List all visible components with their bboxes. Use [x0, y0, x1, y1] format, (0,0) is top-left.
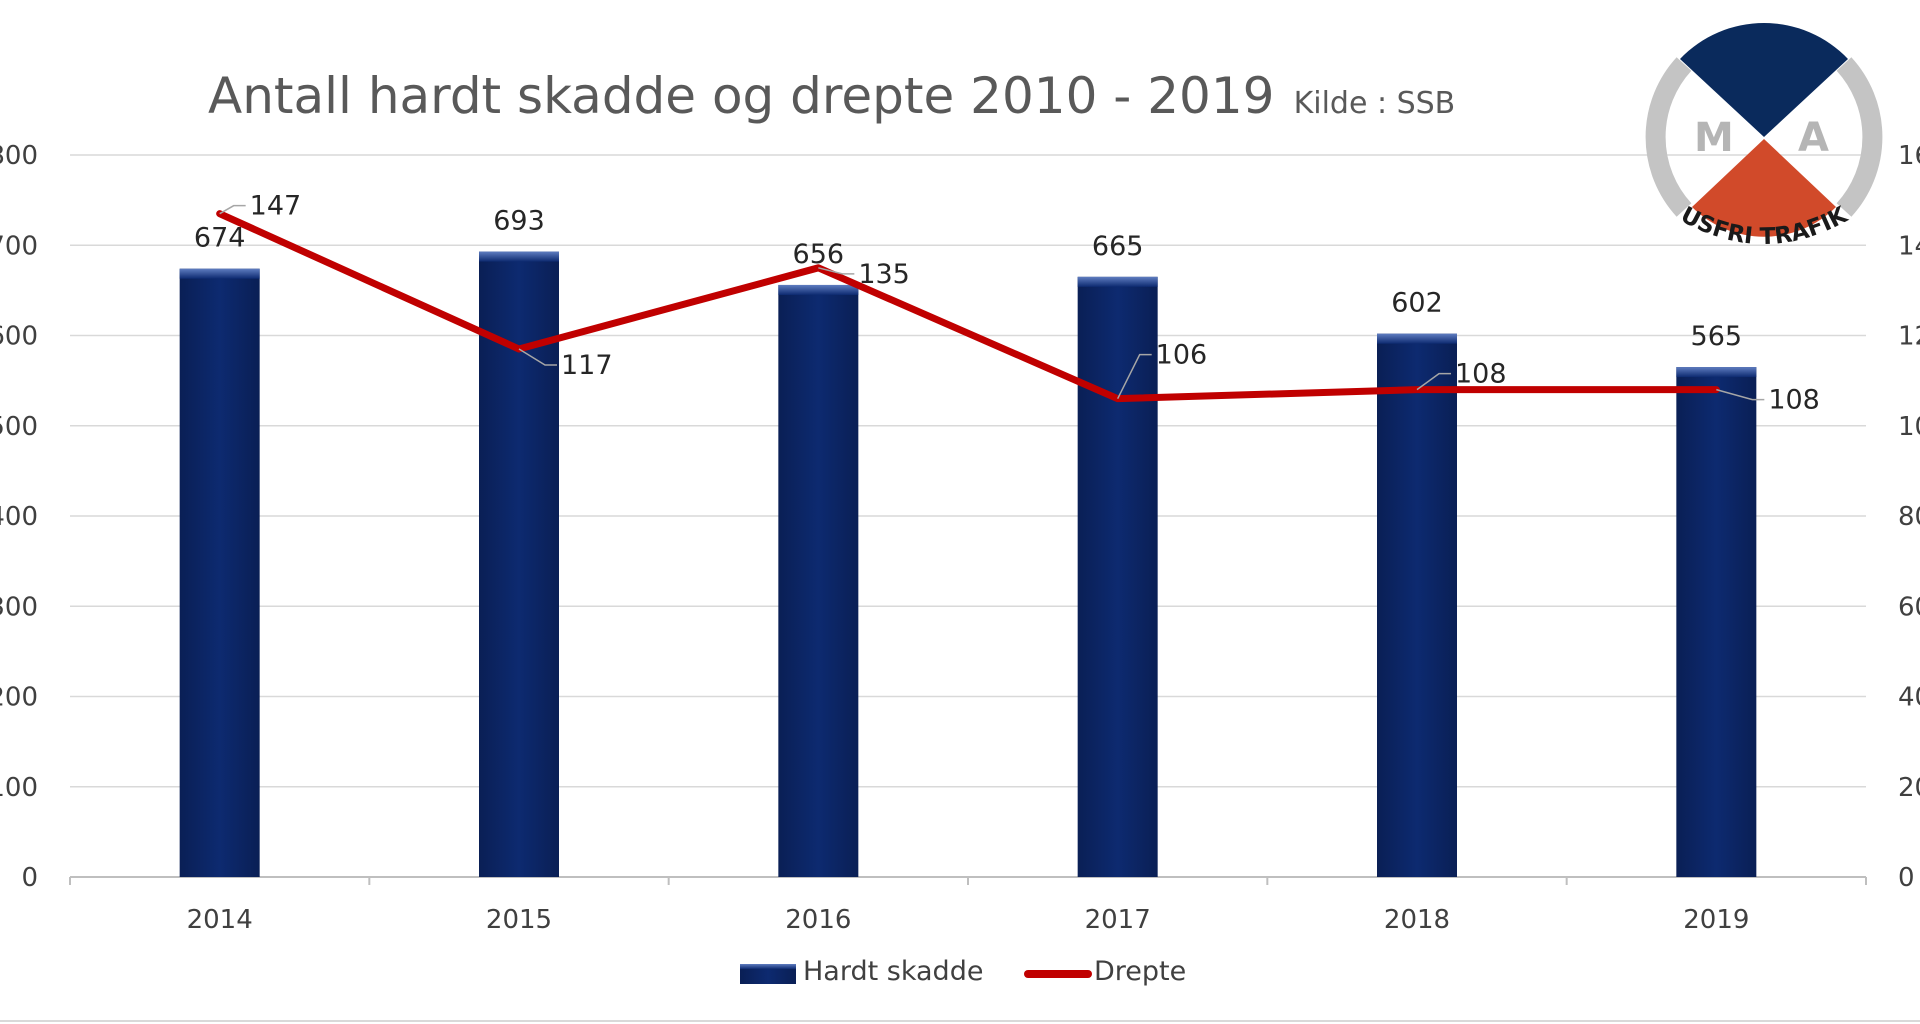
- bar: [1077, 276, 1158, 877]
- y-right-tick-label: 60: [1898, 592, 1920, 622]
- bar: [1377, 333, 1457, 877]
- bar: [1676, 367, 1757, 877]
- y-left-tick-label: 0: [21, 863, 38, 893]
- logo-letter-a: A: [1798, 115, 1829, 161]
- chart-subtitle: Kilde : SSB: [1294, 86, 1456, 121]
- chart-title: Antall hardt skadde og drepte 2010 - 201…: [208, 67, 1274, 125]
- leader-line: [1416, 372, 1451, 391]
- y-left-tick-label: 500: [0, 412, 38, 442]
- logo-ring-left: [1645, 57, 1692, 217]
- y-right-tick-label: 40: [1898, 683, 1920, 713]
- logo-bottom-sector: [1692, 139, 1836, 237]
- line-value-label: 117: [561, 350, 613, 381]
- legend-label-bar: Hardt skadde: [803, 956, 983, 987]
- bar-value-label: 665: [1092, 231, 1144, 262]
- bar: [479, 251, 559, 877]
- x-tick-label: 2017: [1085, 905, 1151, 935]
- y-right-tick-label: 20: [1898, 773, 1920, 803]
- bar-value-label: 602: [1391, 288, 1443, 319]
- y-left-tick-label: 100: [0, 773, 38, 803]
- drepte-line: [216, 210, 1720, 403]
- bar-value-label: 565: [1691, 321, 1743, 352]
- y-left-tick-label: 300: [0, 592, 38, 622]
- leader-line: [1716, 388, 1765, 401]
- y-left-tick-label: 200: [0, 683, 38, 713]
- x-tick-label: 2014: [187, 905, 253, 935]
- x-tick-label: 2019: [1683, 905, 1749, 935]
- bar-highlight: [1676, 367, 1757, 378]
- leader-line: [1116, 353, 1152, 400]
- y-left-tick-label: 700: [0, 231, 38, 261]
- x-tick-label: 2018: [1384, 905, 1450, 935]
- bar-highlight: [778, 284, 859, 295]
- bar: [778, 284, 859, 878]
- legend: Hardt skadde Drepte: [740, 956, 1186, 987]
- y-right-tick-label: 100: [1898, 412, 1920, 442]
- line-value-label: 108: [1455, 359, 1507, 390]
- y-right-tick-label: 140: [1898, 231, 1920, 261]
- gridlines: [70, 154, 1866, 788]
- y-right-tick-label: 80: [1898, 502, 1920, 532]
- leader-line: [219, 204, 246, 215]
- line-value-label: 147: [250, 191, 302, 222]
- logo-top-sector: [1680, 23, 1848, 137]
- line-value-label: 135: [858, 259, 910, 290]
- legend-label-line: Drepte: [1094, 956, 1186, 987]
- y-left-tick-label: 600: [0, 322, 38, 352]
- y-left-tick-label: 400: [0, 502, 38, 532]
- bar-series: [179, 251, 1757, 878]
- legend-swatch-bar-top: [740, 964, 796, 969]
- y-right-tick-label: 0: [1898, 863, 1915, 893]
- bar-value-label: 656: [793, 239, 845, 270]
- bar-value-label: 674: [194, 223, 246, 254]
- bar-highlight: [1077, 276, 1158, 287]
- bar-highlight: [479, 251, 559, 262]
- bar-value-label: 693: [493, 206, 545, 237]
- logo-ring-right: [1836, 57, 1883, 217]
- bar-highlight: [1377, 333, 1457, 344]
- x-tick-label: 2015: [486, 905, 552, 935]
- bar-highlight: [179, 268, 260, 279]
- y-right-tick-label: 120: [1898, 322, 1920, 352]
- logo-letter-m: M: [1694, 115, 1734, 161]
- y-left-tick-label: 800: [0, 141, 38, 171]
- axes: 0 100 200 300 400 500 600 700 800 0 20 40 60 80 100 120…: [0, 141, 1920, 935]
- leader-line: [518, 348, 557, 366]
- leader-line: [818, 267, 855, 275]
- svg-text:Antall hardt skadde og drepte: Antall hardt skadde og drepte 2010 - 201…: [208, 67, 1455, 125]
- y-right-tick-label: 160: [1898, 141, 1920, 171]
- rusfri-trafikk-logo: M A RUSFRI TRAFIKK: [1645, 23, 1883, 250]
- x-tick-label: 2016: [785, 905, 851, 935]
- line-value-label: 108: [1768, 385, 1820, 416]
- data-labels: 674 693 656 665 602 565 147 117 135 106 108 108: [194, 191, 1820, 416]
- line-value-label: 106: [1156, 340, 1208, 371]
- bar: [179, 268, 260, 878]
